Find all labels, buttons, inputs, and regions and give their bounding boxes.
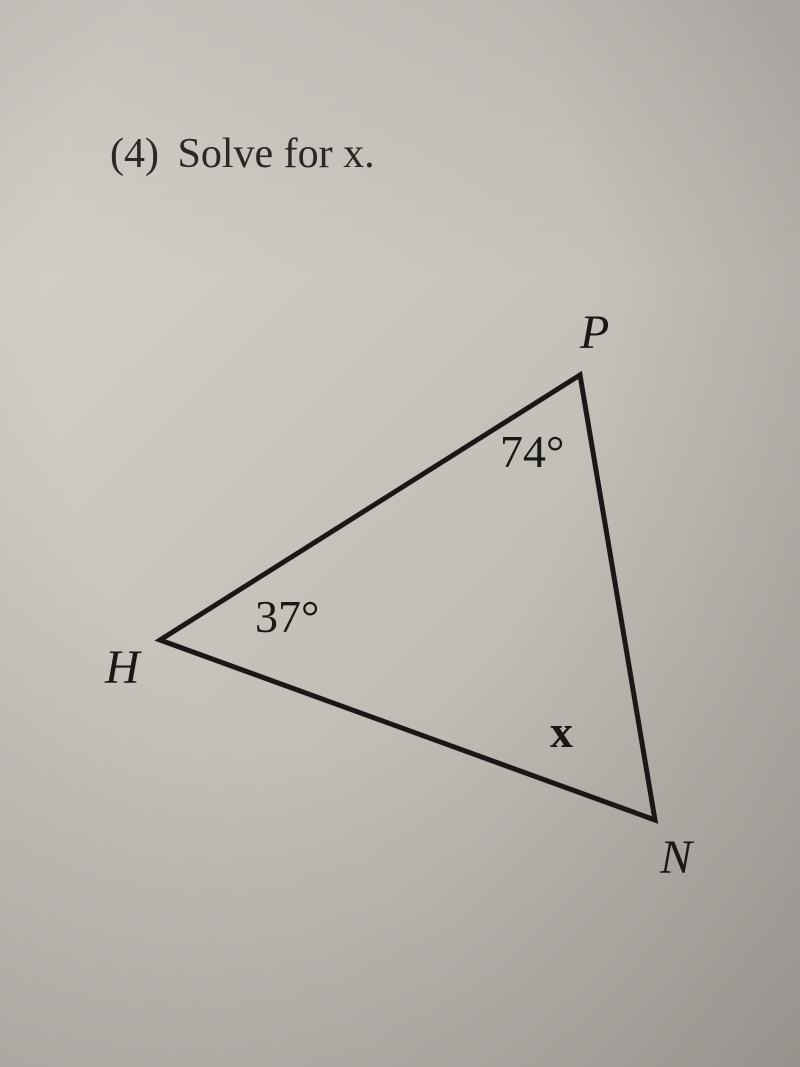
problem-text: (4) Solve for x. <box>110 130 740 178</box>
angle-label-x: x <box>550 705 573 758</box>
angle-label-p: 74° <box>500 425 564 478</box>
triangle-shape <box>160 375 655 820</box>
triangle-svg <box>80 330 720 890</box>
vertex-label-n: N <box>660 830 692 885</box>
vertex-label-h: H <box>105 640 140 695</box>
angle-label-h: 37° <box>255 590 319 643</box>
triangle-container: P H N 74° 37° x <box>80 330 720 890</box>
problem-number: (4) <box>110 131 159 177</box>
problem-container: (4) Solve for x. <box>110 130 740 178</box>
vertex-label-p: P <box>580 305 609 360</box>
problem-statement: Solve for x. <box>177 131 374 177</box>
